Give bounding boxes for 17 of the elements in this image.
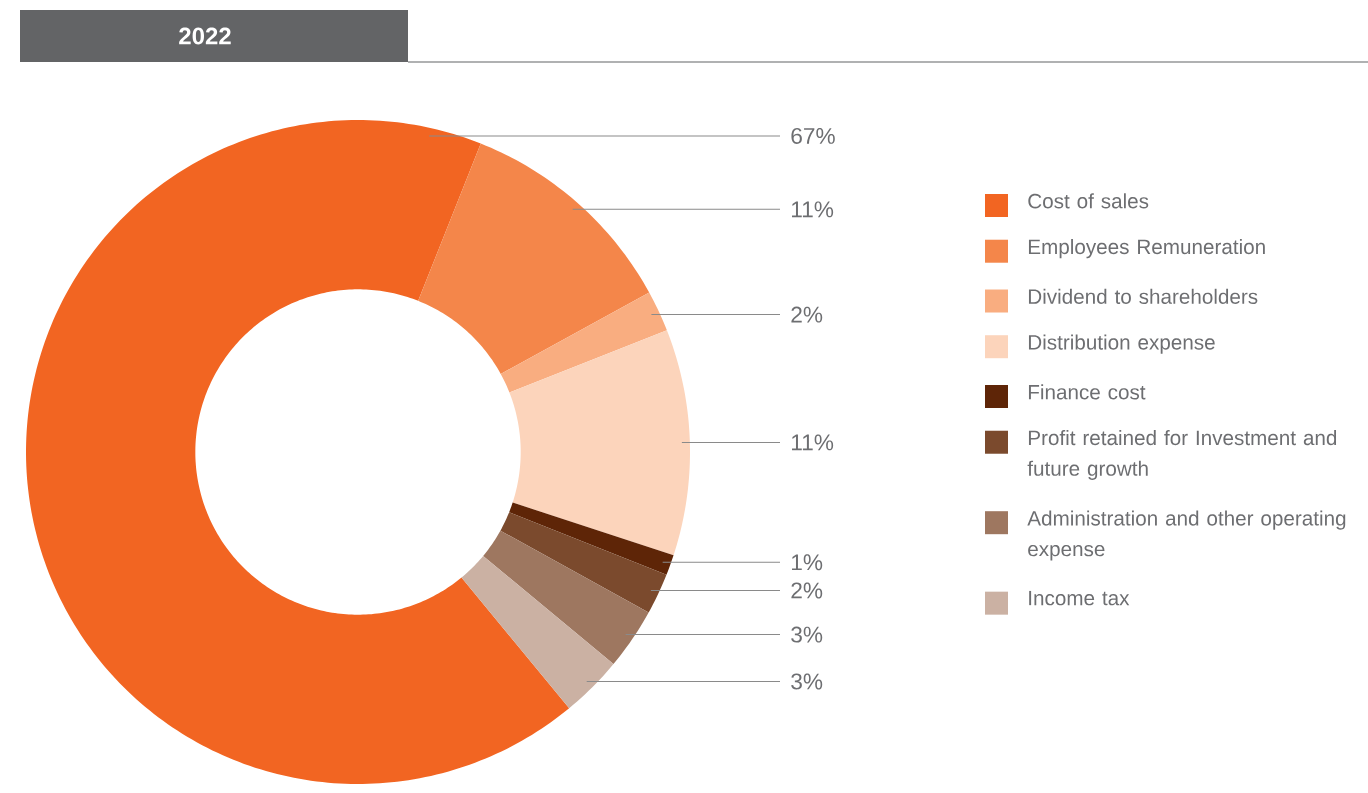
data-label: 3% (791, 626, 823, 643)
legend-label: Administration and other operating expense (1027, 510, 1346, 561)
data-label: 11% (792, 434, 834, 451)
data-label: 3% (791, 673, 823, 690)
legend-label: Distribution expense (1028, 334, 1215, 354)
legend-label: Finance cost (1028, 384, 1146, 400)
data-label: 67% (791, 127, 835, 144)
legend-label: Dividend to shareholders (1028, 288, 1258, 304)
data-label: 2% (791, 306, 823, 323)
data-label: 11% (792, 201, 834, 218)
legend-label: Employees Remuneration (1028, 238, 1265, 259)
legend-label: Cost of sales (1028, 193, 1149, 209)
legend-label: Profit retained for Investment and future growth (1027, 430, 1337, 480)
data-label: 1% (792, 554, 823, 571)
chart-title: 2022 (179, 27, 231, 45)
legend-label: Income tax (1029, 590, 1130, 606)
data-label: 2% (791, 582, 823, 599)
